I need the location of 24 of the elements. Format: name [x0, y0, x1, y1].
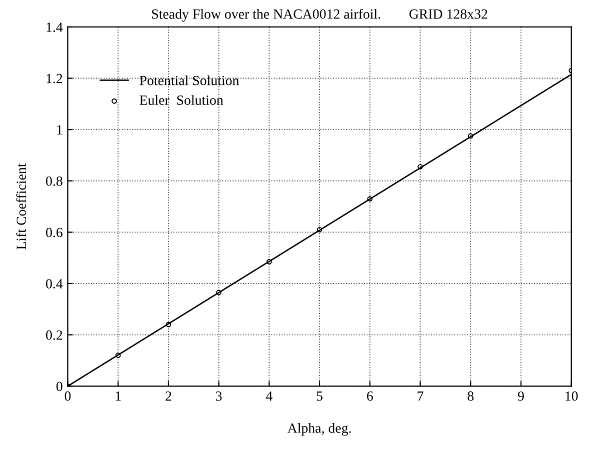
x-tick-label: 9 — [518, 391, 524, 401]
x-tick-label: 0 — [64, 391, 71, 401]
legend-label: Euler Solution — [140, 95, 224, 105]
y-tick-label: 0.2 — [46, 330, 62, 340]
y-tick-label: 0.8 — [46, 176, 62, 186]
y-tick-label: 1 — [57, 125, 62, 134]
y-tick-label: 1.2 — [46, 74, 62, 84]
y-tick-label: 0 — [56, 382, 62, 392]
x-tick-label: 2 — [166, 391, 172, 401]
x-tick-label: 6 — [367, 391, 373, 401]
chart-title: Steady Flow over the NACA0012 airfoil. GRID 128x32 — [152, 8, 488, 22]
y-axis-title: Lift Coefficient — [16, 163, 26, 250]
x-axis-title: Alpha, deg. — [287, 423, 351, 436]
x-tick-label: 7 — [418, 392, 424, 401]
x-tick-label: 4 — [266, 391, 272, 401]
x-tick-label: 8 — [468, 391, 474, 401]
legend-label: Potential Solution — [140, 75, 239, 86]
y-tick-label: 0.4 — [46, 279, 63, 289]
y-tick-label: 0.6 — [46, 228, 62, 238]
y-tick-label: 1.4 — [46, 22, 63, 32]
x-tick-label: 3 — [216, 391, 222, 401]
x-tick-label: 10 — [566, 391, 578, 401]
x-tick-label: 1 — [116, 391, 121, 401]
x-tick-label: 5 — [316, 392, 322, 401]
